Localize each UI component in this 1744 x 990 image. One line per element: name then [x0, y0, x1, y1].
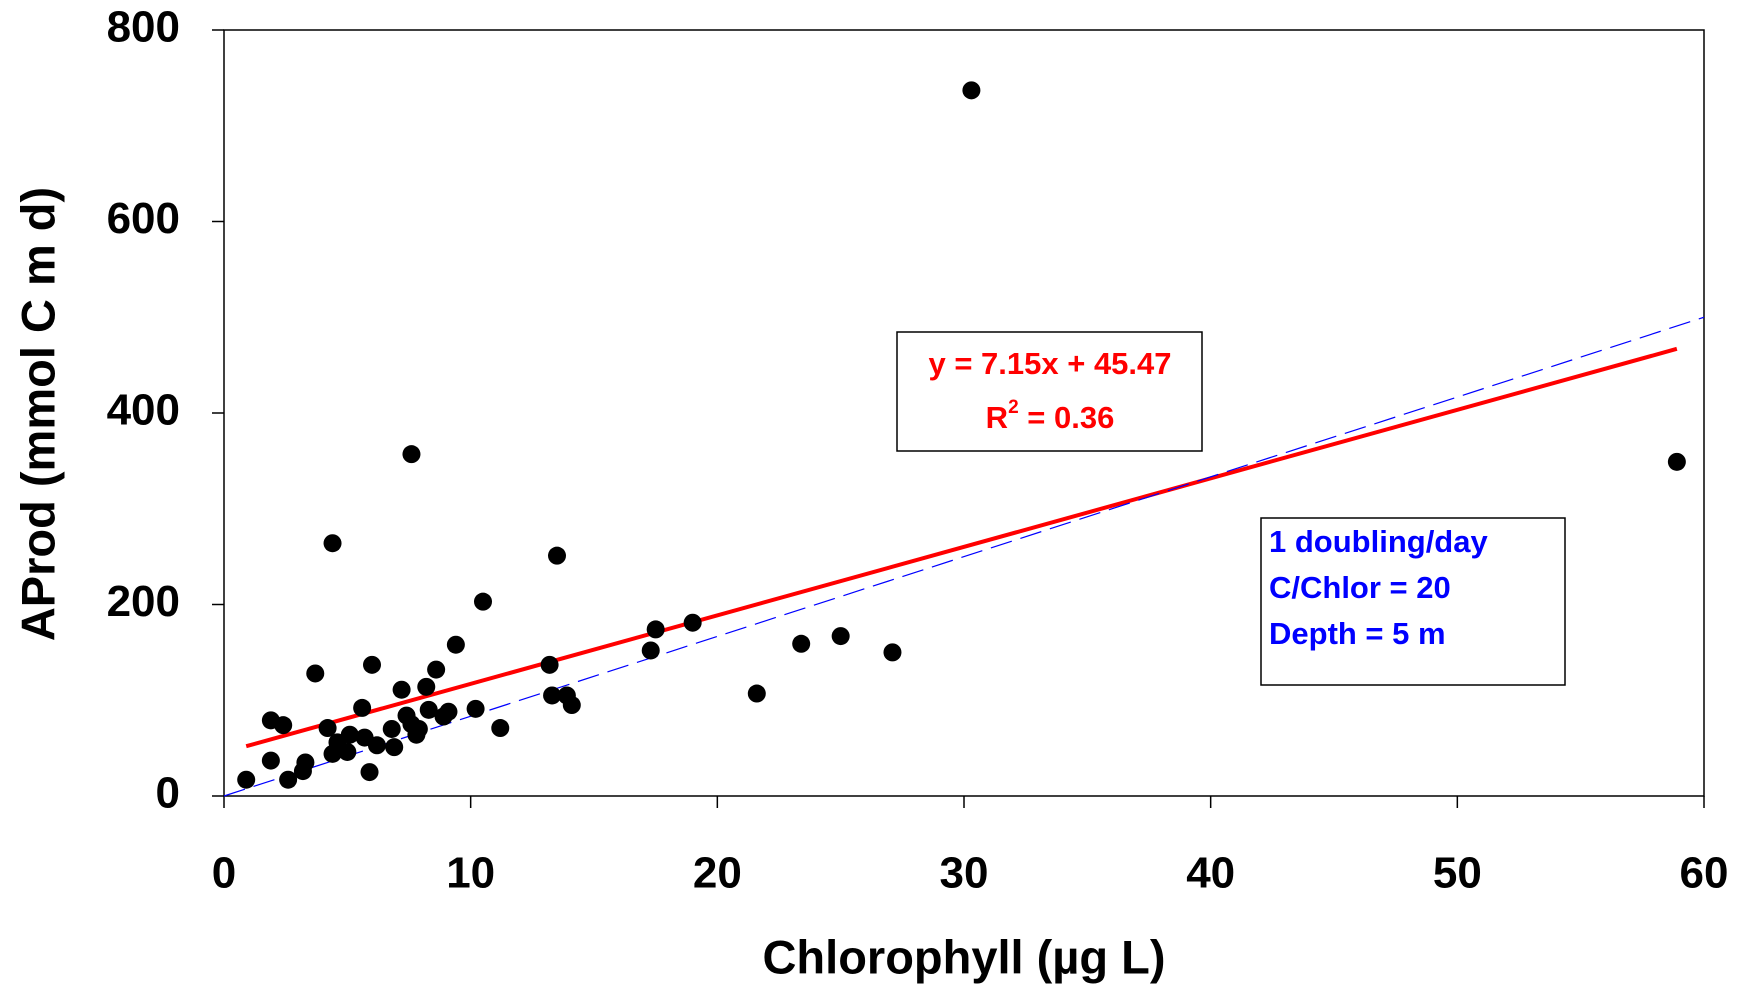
point — [962, 81, 981, 100]
point — [439, 702, 458, 721]
point — [491, 719, 510, 738]
fit-box — [896, 331, 1203, 452]
model-text: 1 doubling/day — [1269, 524, 1488, 559]
point — [279, 770, 298, 789]
point — [323, 534, 342, 553]
point — [237, 770, 256, 789]
model-box — [1260, 517, 1566, 686]
point — [427, 660, 446, 679]
x-tick-label: 40 — [1186, 849, 1235, 898]
point — [792, 634, 811, 653]
point — [360, 763, 379, 782]
point — [296, 753, 315, 772]
point — [562, 696, 581, 715]
y-axis-title: AProd (mmol C m d) — [11, 187, 64, 641]
fit-equation: y = 7.15x + 45.47 — [928, 346, 1171, 381]
point — [1667, 452, 1686, 471]
point — [548, 546, 566, 565]
point — [392, 680, 411, 699]
r2-rest: = 0.36 — [1019, 400, 1115, 435]
point — [409, 719, 428, 738]
point — [646, 620, 665, 639]
point — [306, 664, 325, 683]
point — [385, 738, 404, 757]
point — [338, 742, 357, 761]
point — [340, 725, 359, 744]
model-text: C/Chlor = 20 — [1269, 570, 1451, 605]
point — [683, 613, 702, 632]
x-tick-label: 30 — [940, 849, 989, 898]
point — [543, 686, 562, 705]
r2-base: R — [986, 400, 1008, 435]
y-tick-label: 0 — [156, 769, 180, 818]
point — [419, 700, 438, 719]
point — [474, 592, 492, 611]
point — [318, 719, 337, 738]
r2-sup: 2 — [1008, 397, 1019, 418]
x-tick-label: 20 — [693, 849, 742, 898]
point — [446, 635, 465, 654]
fit-r2: R2 = 0.36 — [986, 397, 1115, 435]
y-tick-label: 800 — [107, 3, 180, 52]
point — [363, 655, 381, 674]
point — [402, 445, 421, 464]
point — [641, 641, 660, 660]
x-tick-label: 60 — [1680, 849, 1729, 898]
x-tick-label: 0 — [212, 849, 236, 898]
point — [382, 719, 401, 738]
y-tick-label: 400 — [107, 386, 180, 435]
x-tick-label: 50 — [1433, 849, 1482, 898]
point — [747, 684, 766, 703]
model-text: Depth = 5 m — [1269, 616, 1446, 651]
point — [367, 736, 386, 755]
y-tick-label: 200 — [107, 577, 180, 626]
point — [466, 699, 485, 718]
point — [883, 643, 902, 662]
point — [417, 677, 436, 696]
fit-line — [245, 346, 1678, 749]
x-axis-title: Chlorophyll (µg L) — [762, 930, 1165, 983]
point — [831, 627, 850, 646]
point — [274, 716, 293, 735]
point — [353, 698, 372, 717]
point — [540, 655, 559, 674]
y-tick-label: 600 — [107, 194, 180, 243]
point — [261, 751, 280, 770]
x-tick-label: 10 — [446, 849, 495, 898]
